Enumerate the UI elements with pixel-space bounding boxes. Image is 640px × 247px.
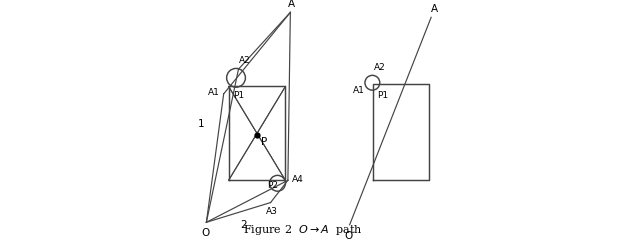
Text: O: O — [344, 231, 353, 241]
Text: P: P — [260, 137, 267, 147]
Text: O: O — [201, 228, 209, 238]
Text: A1: A1 — [208, 88, 220, 97]
Text: A1: A1 — [353, 86, 364, 95]
Text: A2: A2 — [374, 63, 385, 72]
Text: P2: P2 — [268, 181, 278, 190]
Text: A4: A4 — [292, 175, 303, 184]
Text: Figure 2  $O \rightarrow A$  path: Figure 2 $O \rightarrow A$ path — [243, 223, 362, 237]
Text: 2: 2 — [240, 220, 247, 230]
Text: 1: 1 — [198, 119, 205, 128]
Text: A: A — [431, 4, 438, 14]
Text: A3: A3 — [266, 207, 278, 216]
Text: A: A — [288, 0, 295, 9]
Text: P1: P1 — [234, 91, 244, 100]
Text: P1: P1 — [378, 91, 388, 100]
Text: A2: A2 — [239, 57, 251, 65]
